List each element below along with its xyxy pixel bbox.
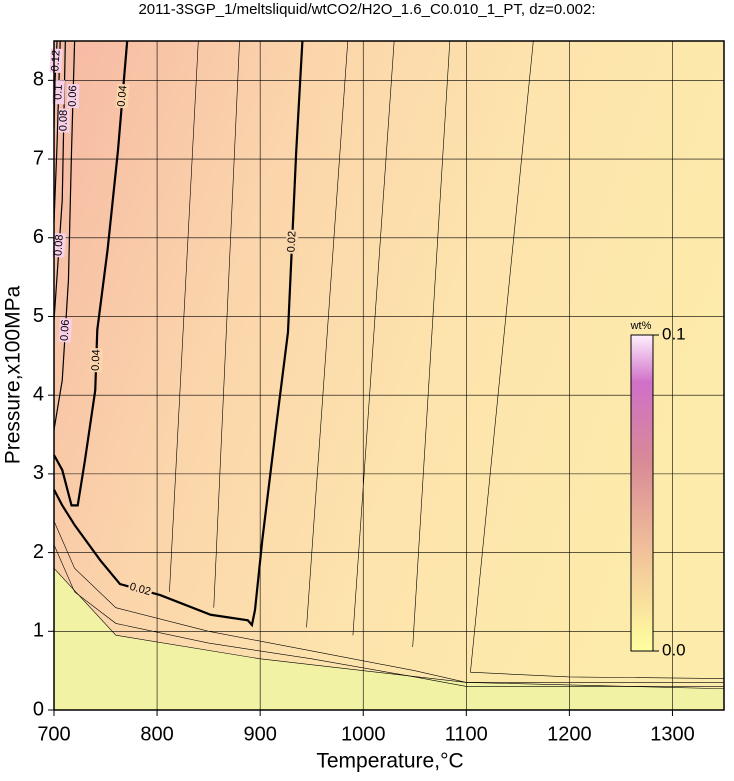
contour-label: 0.04 [116, 85, 130, 107]
label-bg [49, 48, 63, 73]
colorbar-tick-label: 0.1 [662, 324, 686, 343]
label-bg [115, 83, 130, 109]
contour-label: 0.08 [52, 234, 65, 256]
label-bg [66, 83, 80, 109]
x-tick-label: 1300 [650, 723, 695, 745]
contour-line [470, 40, 725, 679]
label-bg [285, 229, 299, 254]
low-region [54, 568, 724, 710]
contour-label-group: 0.08 [52, 232, 66, 258]
y-tick-label: 3 [33, 462, 44, 484]
contour-label: 0.06 [67, 85, 80, 107]
contour-line [169, 40, 199, 592]
contour-label-group: 0.08 [57, 108, 71, 133]
contour-label-group: 0.04 [89, 347, 103, 373]
contour-line [306, 40, 349, 628]
colorbar-tick-label: 0.0 [662, 640, 686, 659]
contour-line [53, 40, 304, 628]
label-bg [52, 232, 66, 258]
contour-label: 0.12 [49, 50, 62, 72]
contour-label-group: 0.06 [66, 83, 80, 109]
x-tick-label: 800 [140, 723, 173, 745]
contour-label: 0.04 [90, 349, 103, 371]
contour-label-group: 0.12 [49, 48, 63, 73]
plot-area: 0.02 0.02 0.04 0.04 0.06 0.06 0.08 0.08 0.1 0.12 [49, 40, 725, 711]
contour-line [53, 520, 724, 683]
plot-background [54, 41, 724, 710]
colorbar [630, 334, 654, 652]
y-tick-label: 5 [33, 305, 44, 327]
y-tick-label: 4 [33, 383, 44, 405]
contour-line [53, 40, 129, 507]
x-tick-label: 1200 [547, 723, 592, 745]
y-tick-label: 0 [33, 698, 44, 720]
contour-line [53, 544, 724, 687]
y-tick-label: 2 [33, 541, 44, 563]
contour-label: 0.06 [59, 319, 72, 341]
label-bg [58, 317, 73, 343]
contour-label: 0.02 [286, 231, 299, 253]
x-tick-label: 1000 [341, 723, 386, 745]
contour-line [53, 40, 76, 430]
contour-label: 0.08 [57, 110, 69, 132]
contour-line [53, 40, 61, 223]
contour-line [53, 568, 725, 690]
contour-label-group: 0.06 [58, 317, 73, 343]
x-tick-label: 1100 [445, 723, 488, 745]
frame [53, 40, 725, 711]
contour-line [412, 40, 451, 648]
label-bg [126, 580, 154, 599]
contour-label-group: 0.02 [285, 229, 299, 254]
y-tick-label: 7 [33, 147, 44, 169]
contour-label-group: 0.02 [126, 580, 154, 599]
chart-title: 2011-3SGP_1/meltsliquid/wtCO2/H2O_1.6_C0… [138, 1, 595, 18]
y-axis-title: Pressure,x100MPa [2, 285, 25, 464]
x-tick-label: 900 [243, 723, 276, 745]
colorbar-label: wt% [630, 320, 652, 332]
x-axis-title: Temperature,°C [316, 750, 463, 773]
contour-line [352, 40, 395, 636]
contour-line [213, 40, 240, 608]
contour-label-group: 0.04 [115, 83, 130, 109]
y-tick-label: 1 [33, 620, 44, 642]
label-bg [57, 108, 71, 133]
contour-label: 0.02 [128, 581, 152, 598]
x-tick-label: 700 [37, 723, 70, 745]
y-tick-label: 6 [33, 226, 44, 248]
label-bg [89, 347, 103, 373]
y-tick-label: 8 [33, 69, 44, 91]
